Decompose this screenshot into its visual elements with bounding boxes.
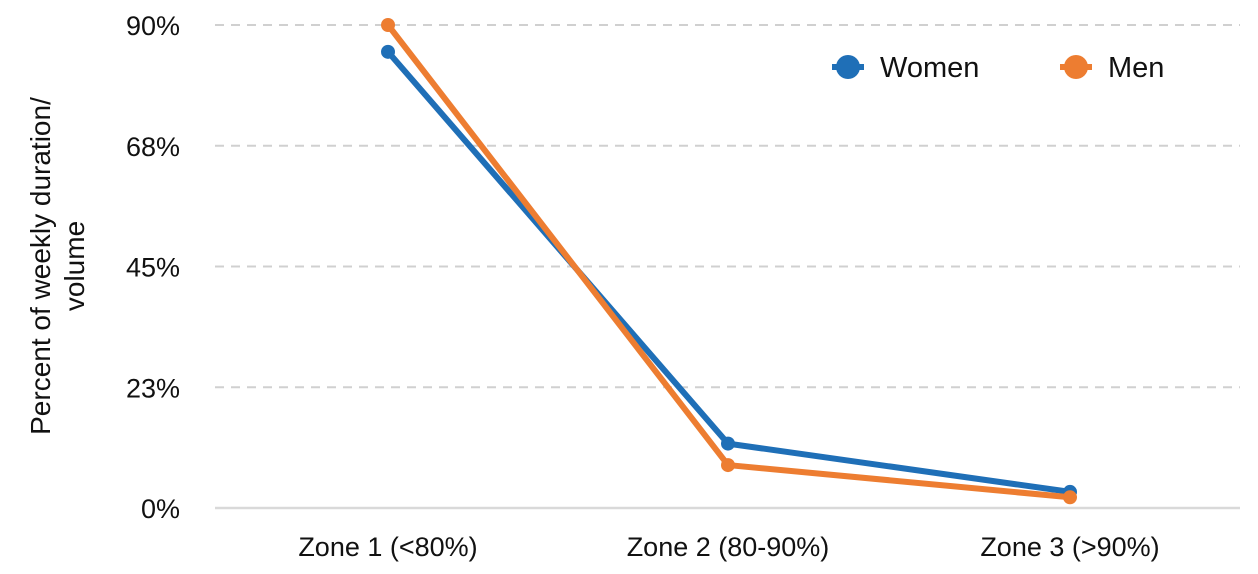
x-tick-label: Zone 2 (80-90%) — [627, 532, 830, 562]
data-point-men — [381, 18, 395, 32]
y-tick-label: 0% — [141, 494, 180, 524]
legend-marker-women — [836, 55, 860, 79]
y-axis-label-line: volume — [59, 221, 90, 311]
series-lines — [381, 18, 1077, 505]
legend-label-men: Men — [1108, 52, 1164, 84]
axis-labels: 0% 23% 45% 68% 90% Zone 1 (<80%) Zone 2 (80-90… — [25, 11, 1160, 562]
data-point-women — [721, 436, 735, 451]
series-line-men — [385, 22, 1073, 501]
gridlines — [215, 24, 1240, 389]
y-axis-label: Percent of weekly duration/volume — [25, 97, 90, 435]
data-point-women — [381, 44, 395, 59]
series-line-women — [385, 48, 1073, 495]
y-tick-label: 45% — [126, 253, 180, 283]
legend-marker-men — [1064, 55, 1088, 79]
data-point-men — [721, 458, 735, 473]
legend-label-women: Women — [880, 52, 979, 84]
y-tick-label: 23% — [126, 373, 180, 403]
y-axis-label-line: Percent of weekly duration/ — [25, 97, 56, 435]
y-tick-label: 90% — [126, 11, 180, 41]
y-tick-label: 68% — [126, 132, 180, 162]
legend: Women Men — [832, 52, 1164, 84]
x-tick-label: Zone 1 (<80%) — [298, 532, 477, 562]
x-tick-label: Zone 3 (>90%) — [980, 532, 1159, 562]
data-point-men — [1063, 490, 1077, 505]
